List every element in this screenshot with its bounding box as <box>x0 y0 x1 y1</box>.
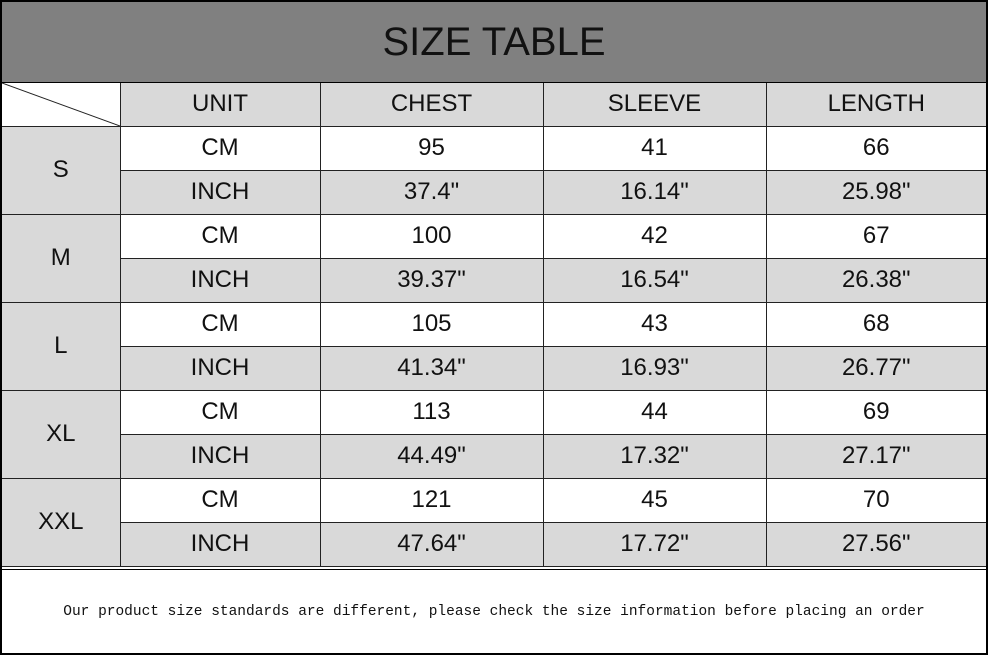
column-header-chest: CHEST <box>319 83 544 127</box>
inch-cell: 17.72" <box>542 521 767 567</box>
cm-cell: 42 <box>542 213 767 259</box>
corner-diagonal-cell <box>2 83 121 127</box>
table-row-inch: INCH 41.34" 16.93" 26.77" <box>2 345 986 391</box>
table-row-cm: L CM 105 43 68 <box>2 301 986 391</box>
inch-cell: INCH <box>120 345 321 391</box>
size-disclaimer: Our product size standards are different… <box>2 569 986 653</box>
inch-cell: 16.54" <box>542 257 767 303</box>
inch-cell: 47.64" <box>319 521 544 567</box>
header-row: UNIT CHEST SLEEVE LENGTH <box>2 83 986 127</box>
cm-cell: 105 <box>319 301 544 347</box>
inch-cell: 41.34" <box>319 345 544 391</box>
inch-cell: INCH <box>120 433 321 479</box>
cm-cell: 121 <box>319 477 544 523</box>
size-label: S <box>2 125 121 215</box>
table-row-cm: XXL CM 121 45 70 <box>2 477 986 567</box>
cm-cell: 68 <box>765 301 986 347</box>
cm-cell: CM <box>119 213 321 259</box>
cm-cell: 44 <box>542 389 767 435</box>
inch-cell: 37.4" <box>319 169 544 215</box>
diagonal-line <box>2 83 120 126</box>
inch-cell: 26.77" <box>765 345 986 391</box>
cm-cell: 41 <box>542 125 767 171</box>
inch-cell: INCH <box>120 521 321 567</box>
size-table-title: SIZE TABLE <box>2 2 986 83</box>
cm-cell: CM <box>119 389 321 435</box>
cm-cell: CM <box>119 125 321 171</box>
cm-cell: CM <box>119 477 321 523</box>
cm-cell: 100 <box>319 213 544 259</box>
inch-cell: 17.32" <box>542 433 767 479</box>
size-label: XXL <box>2 477 121 567</box>
cm-cell: 69 <box>765 389 986 435</box>
cm-cell: 113 <box>319 389 544 435</box>
cm-cell: 70 <box>765 477 986 523</box>
column-header-length: LENGTH <box>765 83 986 127</box>
inch-cell: 16.14" <box>542 169 767 215</box>
inch-cell: 25.98" <box>765 169 986 215</box>
size-label: L <box>2 301 121 391</box>
table-row-cm: M CM 100 42 67 <box>2 213 986 303</box>
table-row-inch: INCH 44.49" 17.32" 27.17" <box>2 433 986 479</box>
cm-cell: 95 <box>319 125 544 171</box>
cm-cell: CM <box>119 301 321 347</box>
table-row-inch: INCH 39.37" 16.54" 26.38" <box>2 257 986 303</box>
size-table: UNIT CHEST SLEEVE LENGTH S CM 95 41 66 INCH 37.4" 1… <box>2 83 986 567</box>
column-header-unit: UNIT <box>119 83 321 127</box>
cm-cell: 67 <box>765 213 986 259</box>
table-row-inch: INCH 47.64" 17.72" 27.56" <box>2 521 986 567</box>
inch-cell: 39.37" <box>319 257 544 303</box>
table-row-cm: S CM 95 41 66 <box>2 125 986 215</box>
table-row-inch: INCH 37.4" 16.14" 25.98" <box>2 169 986 215</box>
size-label: XL <box>2 389 121 479</box>
inch-cell: 16.93" <box>542 345 767 391</box>
inch-cell: 26.38" <box>765 257 986 303</box>
column-header-sleeve: SLEEVE <box>542 83 767 127</box>
cm-cell: 43 <box>542 301 767 347</box>
inch-cell: 27.56" <box>765 521 986 567</box>
inch-cell: 44.49" <box>319 433 544 479</box>
inch-cell: INCH <box>120 257 321 303</box>
cm-cell: 45 <box>542 477 767 523</box>
table-row-cm: XL CM 113 44 69 <box>2 389 986 479</box>
inch-cell: INCH <box>120 169 321 215</box>
size-label: M <box>2 213 121 303</box>
inch-cell: 27.17" <box>765 433 986 479</box>
cm-cell: 66 <box>765 125 986 171</box>
